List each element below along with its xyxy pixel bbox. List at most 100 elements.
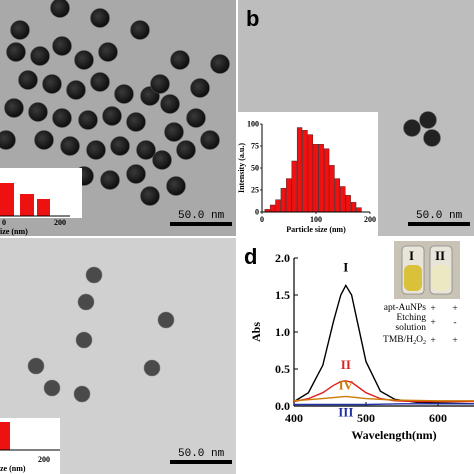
nanoparticle <box>114 84 134 104</box>
legend-cell-value: + <box>430 318 435 328</box>
legend-row-label: TMB/H2O2 <box>383 335 426 346</box>
nanoparticle <box>90 8 110 28</box>
panel-b-scale-bar <box>408 222 470 226</box>
panel-c-tem-image: 200 ze (nm) 50.0 nm <box>0 238 236 474</box>
nanoparticle <box>102 106 122 126</box>
histogram-y-tick-label: 25 <box>251 186 259 195</box>
nanoparticle <box>152 150 172 170</box>
d-x-tick-label: 500 <box>357 411 375 425</box>
nanoparticle <box>90 72 110 92</box>
nanoparticle <box>66 80 86 100</box>
nanoparticle <box>419 111 437 129</box>
histogram-bar <box>302 130 308 213</box>
nanoparticle <box>42 74 62 94</box>
nanoparticle <box>52 108 72 128</box>
panel-c-scale-label: 50.0 nm <box>178 448 225 460</box>
series-label-III: III <box>338 404 353 419</box>
nanoparticle <box>75 331 93 349</box>
nanoparticle <box>52 36 72 56</box>
nanoparticle <box>28 102 48 122</box>
d-y-label: Abs <box>249 322 263 342</box>
nanoparticle <box>423 129 441 147</box>
nanoparticle <box>140 186 160 206</box>
histogram-y-tick-label: 100 <box>247 120 259 129</box>
panel-a-scale-bar <box>170 222 232 226</box>
histogram-bar <box>280 188 287 213</box>
nanoparticle <box>166 176 186 196</box>
histogram-bar <box>296 127 303 213</box>
panel-d-label: d <box>244 244 257 269</box>
histogram-bar <box>286 178 292 213</box>
nanoparticle <box>60 136 80 156</box>
panel-a-hist-bar <box>20 194 34 216</box>
legend-cell-value: + <box>452 336 457 346</box>
nanoparticle <box>43 379 61 397</box>
nanoparticle <box>186 108 206 128</box>
nanoparticle <box>170 50 190 70</box>
histogram-bar <box>334 178 341 213</box>
nanoparticle <box>30 46 50 66</box>
panel-d-chart: d I II 0.0 0.5 1.0 1.5 2.0 400 500 600 Wavelengt… <box>238 238 474 474</box>
legend-cell-value: + <box>452 304 457 314</box>
series-label-IV: IV <box>339 378 354 393</box>
histogram-y-tick-label: 75 <box>251 142 259 151</box>
nanoparticle <box>126 164 146 184</box>
nanoparticle <box>4 98 24 118</box>
d-y-tick-label: 0.5 <box>275 362 290 376</box>
histogram-y-label: Intensity (a.u.) <box>238 143 246 193</box>
nanoparticle <box>78 110 98 130</box>
panel-a-hist-tick-200: 200 <box>54 218 66 227</box>
nanoparticle <box>74 50 94 70</box>
legend-row-label: Etching <box>396 313 426 323</box>
nanoparticle <box>73 385 91 403</box>
histogram-x-label: Particle size (nm) <box>286 225 346 234</box>
panel-a-hist-tick-0: 0 <box>2 218 6 227</box>
panel-c-scale-bar <box>170 460 232 464</box>
panel-a-svg: 0 200 ize (nm) 50.0 nm <box>0 0 232 236</box>
nanoparticle <box>50 0 70 18</box>
panel-c-hist-bar <box>0 422 10 450</box>
histogram-x-tick-label: 200 <box>364 215 376 224</box>
particles-a <box>0 0 230 206</box>
panel-b-scale-label: 50.0 nm <box>416 210 463 222</box>
panel-b-label: b <box>246 6 259 31</box>
histogram-y-tick-label: 0 <box>255 208 259 217</box>
panel-d-axes: 0.0 0.5 1.0 1.5 2.0 400 500 600 Wavelength(nm) Ab… <box>249 251 474 442</box>
nanoparticle <box>143 359 161 377</box>
series-label-I: I <box>343 259 348 274</box>
nanoparticle <box>18 70 38 90</box>
histogram-bar <box>313 144 319 213</box>
d-x-tick-label: 600 <box>429 411 447 425</box>
histogram-bar <box>291 160 297 213</box>
nanoparticle <box>176 140 196 160</box>
nanoparticle <box>200 130 220 150</box>
panel-b-tem-image: b 0 25 50 75 100 0 100 200 Particle size (nm) Int… <box>238 0 474 236</box>
panel-c-svg: 200 ze (nm) 50.0 nm <box>0 266 232 474</box>
vial-label-II: II <box>435 248 445 263</box>
nanoparticle <box>126 112 146 132</box>
nanoparticle <box>403 119 421 137</box>
d-y-tick-label: 1.0 <box>275 325 290 339</box>
histogram-bar <box>318 144 324 213</box>
series-line-IV <box>293 395 474 402</box>
nanoparticle <box>10 20 30 40</box>
legend-cell-value: + <box>430 336 435 346</box>
legend-row-label: solution <box>395 323 426 333</box>
nanoparticle <box>110 136 130 156</box>
series-line-III <box>294 403 474 406</box>
histogram-bar <box>329 165 335 213</box>
histogram-bar <box>275 199 281 213</box>
nanoparticle <box>6 42 26 62</box>
nanoparticle <box>130 20 150 40</box>
series-line-II <box>293 380 474 403</box>
nanoparticle <box>164 122 184 142</box>
d-y-tick-label: 1.5 <box>275 288 290 302</box>
histogram-bar <box>345 195 351 213</box>
nanoparticle <box>100 170 120 190</box>
nanoparticle <box>0 130 16 150</box>
nanoparticle <box>210 54 230 74</box>
d-x-tick-label: 400 <box>285 411 303 425</box>
panel-a-hist-bar <box>37 199 50 216</box>
